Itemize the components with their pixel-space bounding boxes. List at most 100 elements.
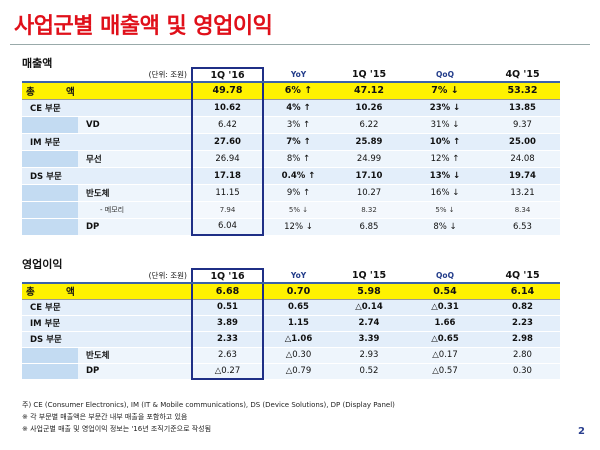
value-cell: 2.98 <box>485 331 560 348</box>
data-row: DP 6.04 12% ↓ 6.85 8% ↓ 6.53 <box>22 218 560 236</box>
value-cell: 23% ↓ <box>405 99 485 117</box>
header-cell: QoQ <box>405 68 485 83</box>
row-label: CE 부문 <box>22 299 192 316</box>
value-cell: △0.30 <box>263 347 333 364</box>
value-cell: 2.93 <box>333 347 405 364</box>
header-cell: 1Q '16 <box>191 268 264 284</box>
value-cell: 13.85 <box>485 99 560 117</box>
row-label: 반도체 <box>22 184 192 202</box>
value-cell: △0.17 <box>405 347 485 364</box>
value-cell: 47.12 <box>333 82 405 100</box>
header-cell: YoY <box>263 269 333 284</box>
value-cell: 5% ↓ <box>405 201 485 219</box>
row-label: DS 부문 <box>22 167 192 185</box>
value-cell: 7.94 <box>191 201 264 219</box>
data-table: (단위: 조원) 1Q '16 YoY 1Q '15 QoQ 4Q '15 총 액 49.78… <box>22 67 560 236</box>
data-row: CE 부문 10.62 4% ↑ 10.26 23% ↓ 13.85 <box>22 99 560 117</box>
value-cell: 5.98 <box>333 283 405 300</box>
value-cell: 0.54 <box>405 283 485 300</box>
data-table: (단위: 조원) 1Q '16 YoY 1Q '15 QoQ 4Q '15 총 액 6.68 0… <box>22 268 560 380</box>
value-cell: 49.78 <box>191 82 264 100</box>
value-cell: 1.15 <box>263 315 333 332</box>
title-rule <box>10 44 590 45</box>
value-cell: 11.15 <box>191 184 264 202</box>
value-cell: 0.4% ↑ <box>263 167 333 185</box>
value-cell: 31% ↓ <box>405 116 485 134</box>
value-cell: 13.21 <box>485 184 560 202</box>
footnote: ※ 각 부문별 매출액은 부문간 내부 매출을 포함하고 있음 <box>22 413 188 421</box>
data-row: 무선 26.94 8% ↑ 24.99 12% ↑ 24.08 <box>22 150 560 168</box>
value-cell: 4% ↑ <box>263 99 333 117</box>
data-row: DS 부문 2.33 △1.06 3.39 △0.65 2.98 <box>22 331 560 348</box>
value-cell: 2.33 <box>191 331 264 348</box>
value-cell: 7% ↓ <box>405 82 485 100</box>
value-cell: 8.32 <box>333 201 405 219</box>
value-cell: 6.68 <box>191 283 264 300</box>
value-cell: 16% ↓ <box>405 184 485 202</box>
value-cell: 17.10 <box>333 167 405 185</box>
value-cell: 10% ↑ <box>405 133 485 151</box>
value-cell: 6.14 <box>485 283 560 300</box>
value-cell: △0.14 <box>333 299 405 316</box>
value-cell: 24.08 <box>485 150 560 168</box>
value-cell: 25.89 <box>333 133 405 151</box>
value-cell: △0.27 <box>191 363 264 380</box>
data-row: 총 액 6.68 0.70 5.98 0.54 6.14 <box>22 283 560 300</box>
header-cell: (단위: 조원) <box>22 68 192 83</box>
footnote: 주) CE (Consumer Electronics), IM (IT & M… <box>22 401 395 409</box>
header-row: (단위: 조원) 1Q '16 YoY 1Q '15 QoQ 4Q '15 <box>22 67 560 83</box>
row-label: 총 액 <box>22 82 192 100</box>
value-cell: 2.23 <box>485 315 560 332</box>
header-cell: 4Q '15 <box>485 68 560 83</box>
data-row: 총 액 49.78 6% ↑ 47.12 7% ↓ 53.32 <box>22 82 560 100</box>
data-row: VD 6.42 3% ↑ 6.22 31% ↓ 9.37 <box>22 116 560 134</box>
value-cell: 26.94 <box>191 150 264 168</box>
value-cell: 9.37 <box>485 116 560 134</box>
value-cell: 6.22 <box>333 116 405 134</box>
value-cell: △1.06 <box>263 331 333 348</box>
value-cell: 10.62 <box>191 99 264 117</box>
value-cell: 8.34 <box>485 201 560 219</box>
value-cell: 2.63 <box>191 347 264 364</box>
value-cell: 13% ↓ <box>405 167 485 185</box>
value-cell: 0.82 <box>485 299 560 316</box>
page-number: 2 <box>578 426 585 437</box>
data-row: DS 부문 17.18 0.4% ↑ 17.10 13% ↓ 19.74 <box>22 167 560 185</box>
data-row: - 메모리 7.94 5% ↓ 8.32 5% ↓ 8.34 <box>22 201 560 219</box>
value-cell: 6.42 <box>191 116 264 134</box>
value-cell: 24.99 <box>333 150 405 168</box>
value-cell: 2.80 <box>485 347 560 364</box>
row-label: 무선 <box>22 150 192 168</box>
value-cell: 10.26 <box>333 99 405 117</box>
value-cell: 0.65 <box>263 299 333 316</box>
header-cell: (단위: 조원) <box>22 269 192 284</box>
data-row: IM 부문 27.60 7% ↑ 25.89 10% ↑ 25.00 <box>22 133 560 151</box>
header-cell: YoY <box>263 68 333 83</box>
value-cell: 8% ↑ <box>263 150 333 168</box>
value-cell: △0.31 <box>405 299 485 316</box>
value-cell: △0.79 <box>263 363 333 380</box>
data-row: 반도체 2.63 △0.30 2.93 △0.17 2.80 <box>22 347 560 364</box>
value-cell: 0.51 <box>191 299 264 316</box>
value-cell: 7% ↑ <box>263 133 333 151</box>
value-cell: 2.74 <box>333 315 405 332</box>
slide-title: 사업군별 매출액 및 영업이익 <box>14 14 273 39</box>
row-label: DP <box>22 363 192 380</box>
row-label: DP <box>22 218 192 236</box>
value-cell: 19.74 <box>485 167 560 185</box>
footnote: ※ 사업군별 매출 및 영업이익 정보는 '16년 조직기준으로 작성됨 <box>22 425 212 433</box>
value-cell: △0.57 <box>405 363 485 380</box>
value-cell: 5% ↓ <box>263 201 333 219</box>
value-cell: 0.30 <box>485 363 560 380</box>
value-cell: 10.27 <box>333 184 405 202</box>
header-cell: 1Q '15 <box>333 269 405 284</box>
value-cell: 6% ↑ <box>263 82 333 100</box>
value-cell: 3.89 <box>191 315 264 332</box>
header-cell: 1Q '15 <box>333 68 405 83</box>
header-cell: QoQ <box>405 269 485 284</box>
value-cell: △0.65 <box>405 331 485 348</box>
value-cell: 1.66 <box>405 315 485 332</box>
row-label: - 메모리 <box>22 201 192 219</box>
value-cell: 9% ↑ <box>263 184 333 202</box>
data-row: CE 부문 0.51 0.65 △0.14 △0.31 0.82 <box>22 299 560 316</box>
